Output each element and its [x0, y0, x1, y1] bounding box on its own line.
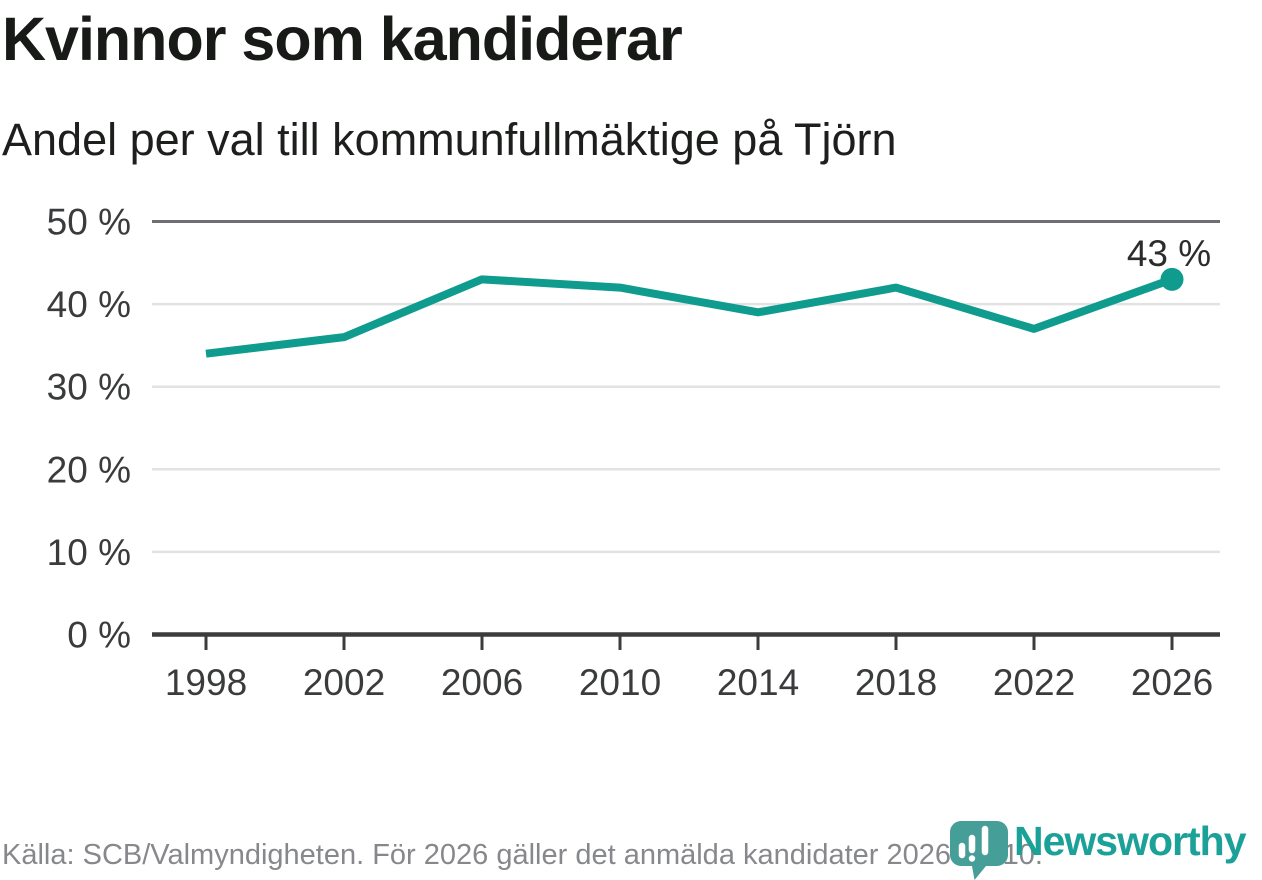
source-note: Källa: SCB/Valmyndigheten. För 2026 gäll…	[2, 839, 1043, 871]
exclamation-dot	[968, 855, 976, 862]
x-axis-label: 2014	[717, 662, 799, 703]
chart-subtitle: Andel per val till kommunfullmäktige på …	[2, 114, 897, 165]
y-axis-label: 20 %	[47, 449, 131, 490]
end-point-marker	[1160, 267, 1184, 291]
y-axis-label: 10 %	[47, 532, 131, 573]
x-axis-label: 2018	[855, 662, 937, 703]
end-point-value-label: 43 %	[1127, 233, 1211, 274]
x-axis-label: 2022	[993, 662, 1075, 703]
bar-chart-glyph	[958, 825, 989, 859]
chart-title: Kvinnor som kandiderar	[2, 5, 683, 73]
x-axis-label: 1998	[165, 662, 247, 703]
y-axis-label: 50 %	[47, 202, 131, 243]
data-line	[205, 275, 1174, 358]
speech-bubble-shape	[950, 821, 1008, 880]
newsworthy-wordmark: Newsworthy	[1014, 818, 1246, 864]
x-axis-label: 2026	[1131, 662, 1213, 703]
y-axis-label: 30 %	[47, 367, 131, 408]
x-axis-label: 2002	[303, 662, 385, 703]
newsworthy-logo-icon	[950, 821, 1008, 880]
y-axis-label: 40 %	[47, 284, 131, 325]
y-axis-label: 0 %	[67, 615, 131, 656]
x-axis-label: 2010	[579, 662, 661, 703]
x-axis-label: 2006	[441, 662, 523, 703]
